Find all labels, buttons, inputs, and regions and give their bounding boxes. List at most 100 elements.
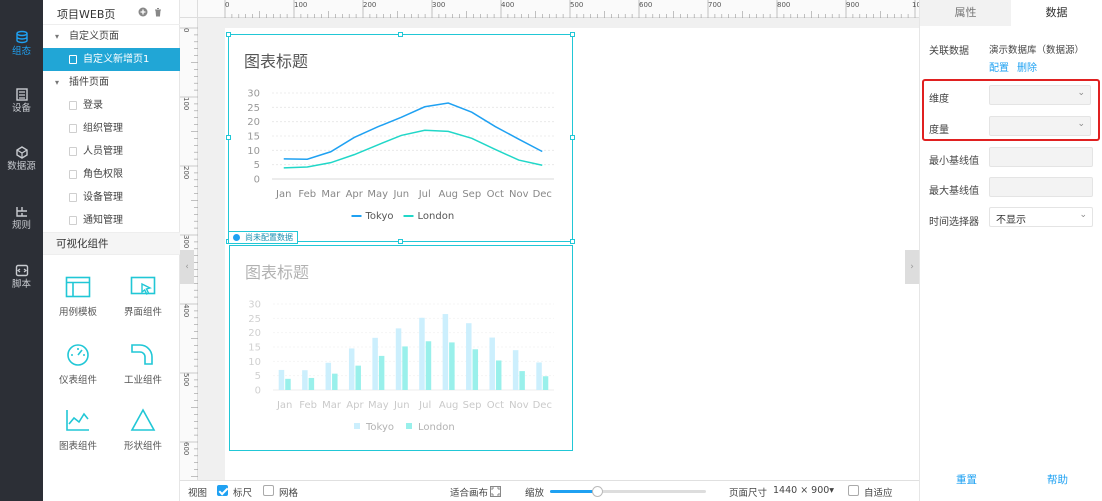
resize-handle[interactable] — [570, 32, 575, 37]
bar — [519, 371, 525, 390]
add-page-icon[interactable] — [138, 7, 148, 17]
resize-handle[interactable] — [398, 32, 403, 37]
resize-handle[interactable] — [226, 135, 231, 140]
bar — [332, 373, 338, 390]
min-baseline-input[interactable] — [989, 147, 1093, 167]
widget-label: 界面组件 — [123, 307, 162, 318]
line-chart-widget[interactable]: 图表标题 0 5 10 15 20 25 30 Jan Feb Mar Apr May Jun Jul Aug… — [228, 34, 573, 242]
nav-item-datasource[interactable]: 数据源 — [0, 146, 43, 173]
tree-item-plugin-page[interactable]: 通知管理 — [43, 209, 180, 232]
ruler-label: 600 — [639, 1, 653, 9]
legend-label: Tokyo — [365, 211, 394, 222]
x-tick-label: Mar — [321, 189, 341, 200]
tree-item-plugin-page[interactable]: 登录 — [43, 94, 180, 117]
page-tree-panel: 项目WEB页 ▾ 自定义页面 自定义新增页1 ▾ 插件页面 登录 组织管理 人员… — [43, 0, 180, 501]
collapse-right-tab[interactable]: › — [905, 250, 919, 284]
tree-item-plugin-page[interactable]: 人员管理 — [43, 140, 180, 163]
resize-handle[interactable] — [398, 239, 403, 244]
y-tick-label: 15 — [247, 132, 260, 143]
time-picker-select[interactable]: 不显示 ⌄ — [989, 207, 1093, 227]
bar-chart-widget[interactable]: 图表标题 0 5 10 15 20 25 30 Jan Feb Mar Apr May Jun Jul Aug… — [229, 245, 573, 451]
chevron-down-icon: ⌄ — [1077, 119, 1085, 129]
delete-link[interactable]: 删除 — [1017, 63, 1037, 74]
page-icon — [69, 124, 77, 133]
tree-item-label: 自定义新增页1 — [83, 54, 150, 65]
auto-fit-label[interactable]: 自适应 — [864, 488, 893, 499]
x-tick-label: Oct — [487, 400, 504, 411]
collapse-left-tab[interactable]: ‹ — [180, 250, 194, 284]
tree-group-plugin[interactable]: ▾ 插件页面 — [43, 71, 180, 94]
template-icon — [65, 276, 91, 298]
unconfigured-label: 尚未配置数据 — [245, 233, 293, 242]
page-size-select[interactable]: 1440 × 900▾ — [773, 485, 835, 496]
ruler-label: 200 — [363, 1, 377, 9]
nav-item-config[interactable]: 组态 — [0, 30, 43, 58]
tree-item-selected-page[interactable]: 自定义新增页1 — [43, 48, 180, 71]
tree-item-plugin-page[interactable]: 设备管理 — [43, 186, 180, 209]
reset-button[interactable]: 重置 — [956, 474, 977, 486]
auto-fit-checkbox[interactable] — [848, 485, 859, 496]
widget-label: 图表组件 — [58, 441, 97, 452]
y-tick-label: 0 — [255, 386, 261, 397]
x-tick-label: Apr — [346, 189, 364, 200]
y-tick-label: 5 — [255, 371, 261, 382]
tree-item-plugin-page[interactable]: 角色权限 — [43, 163, 180, 186]
widget-gauge[interactable]: 仪表组件 — [48, 342, 108, 386]
bar — [442, 314, 449, 390]
widget-chart[interactable]: 图表组件 — [48, 408, 108, 452]
chart-title: 图表标题 — [244, 52, 308, 71]
tree-item-label: 设备管理 — [83, 192, 123, 203]
fit-canvas-label[interactable]: 适合画布 — [450, 488, 489, 499]
resize-handle[interactable] — [226, 32, 231, 37]
grid-checkbox-label[interactable]: 网格 — [279, 488, 299, 499]
fit-canvas-icon[interactable] — [490, 486, 501, 497]
config-link[interactable]: 配置 — [989, 63, 1009, 74]
measure-select[interactable]: ⌄ — [989, 116, 1091, 136]
ruler-checkbox-label[interactable]: 标尺 — [233, 488, 253, 499]
y-tick-label: 25 — [247, 103, 260, 114]
bar — [495, 360, 502, 390]
y-tick-label: 20 — [248, 328, 261, 339]
gauge-icon — [67, 344, 89, 366]
bar — [378, 355, 385, 390]
bar — [355, 365, 361, 390]
bar-chart: 图表标题 0 5 10 15 20 25 30 Jan Feb Mar Apr May Jun Jul Aug… — [245, 263, 554, 433]
nav-item-rule[interactable]: 规则 — [0, 205, 43, 232]
device-icon — [15, 88, 28, 101]
nav-item-device[interactable]: 设备 — [0, 88, 43, 115]
trash-icon[interactable] — [153, 7, 163, 17]
zoom-slider-fill — [550, 490, 597, 493]
bar — [278, 369, 285, 390]
widget-shape[interactable]: 形状组件 — [113, 408, 173, 452]
tree-item-label: 角色权限 — [83, 169, 123, 180]
zoom-slider[interactable] — [550, 486, 706, 497]
ruler-label: 900 — [846, 1, 860, 9]
tab-data[interactable]: 数据 — [1045, 6, 1068, 19]
widget-template[interactable]: 用例模板 — [48, 276, 108, 318]
series-line — [283, 102, 543, 160]
linked-data-label: 关联数据 — [929, 46, 969, 57]
max-baseline-input[interactable] — [989, 177, 1093, 197]
tree-group-custom[interactable]: ▾ 自定义页面 — [43, 25, 180, 48]
dimension-select[interactable]: ⌄ — [989, 85, 1091, 105]
ruler-checkbox[interactable] — [217, 485, 228, 496]
tree-item-plugin-page[interactable]: 组织管理 — [43, 117, 180, 140]
nav-item-script[interactable]: 脚本 — [0, 264, 43, 291]
grid-checkbox[interactable] — [263, 485, 274, 496]
legend-label: Tokyo — [365, 422, 394, 433]
page-icon — [69, 101, 77, 110]
widget-industrial[interactable]: 工业组件 — [113, 342, 173, 386]
resize-handle[interactable] — [570, 239, 575, 244]
y-tick-label: 30 — [248, 300, 261, 311]
tab-properties[interactable]: 属性 — [920, 0, 1011, 26]
x-tick-label: Jun — [392, 189, 409, 200]
widget-label: 形状组件 — [123, 441, 162, 452]
y-tick-label: 10 — [248, 357, 261, 368]
tree-group-label: 自定义页面 — [69, 31, 119, 42]
widget-ui[interactable]: 界面组件 — [113, 276, 173, 318]
zoom-slider-handle[interactable] — [591, 486, 603, 497]
resize-handle[interactable] — [570, 135, 575, 140]
help-button[interactable]: 帮助 — [1047, 474, 1068, 486]
ruler-top[interactable]: 0 100 200 300 400 500 600 700 800 900 10 — [198, 0, 919, 18]
ruler-left[interactable]: 0 100 200 300 400 500 600 — [180, 18, 198, 480]
